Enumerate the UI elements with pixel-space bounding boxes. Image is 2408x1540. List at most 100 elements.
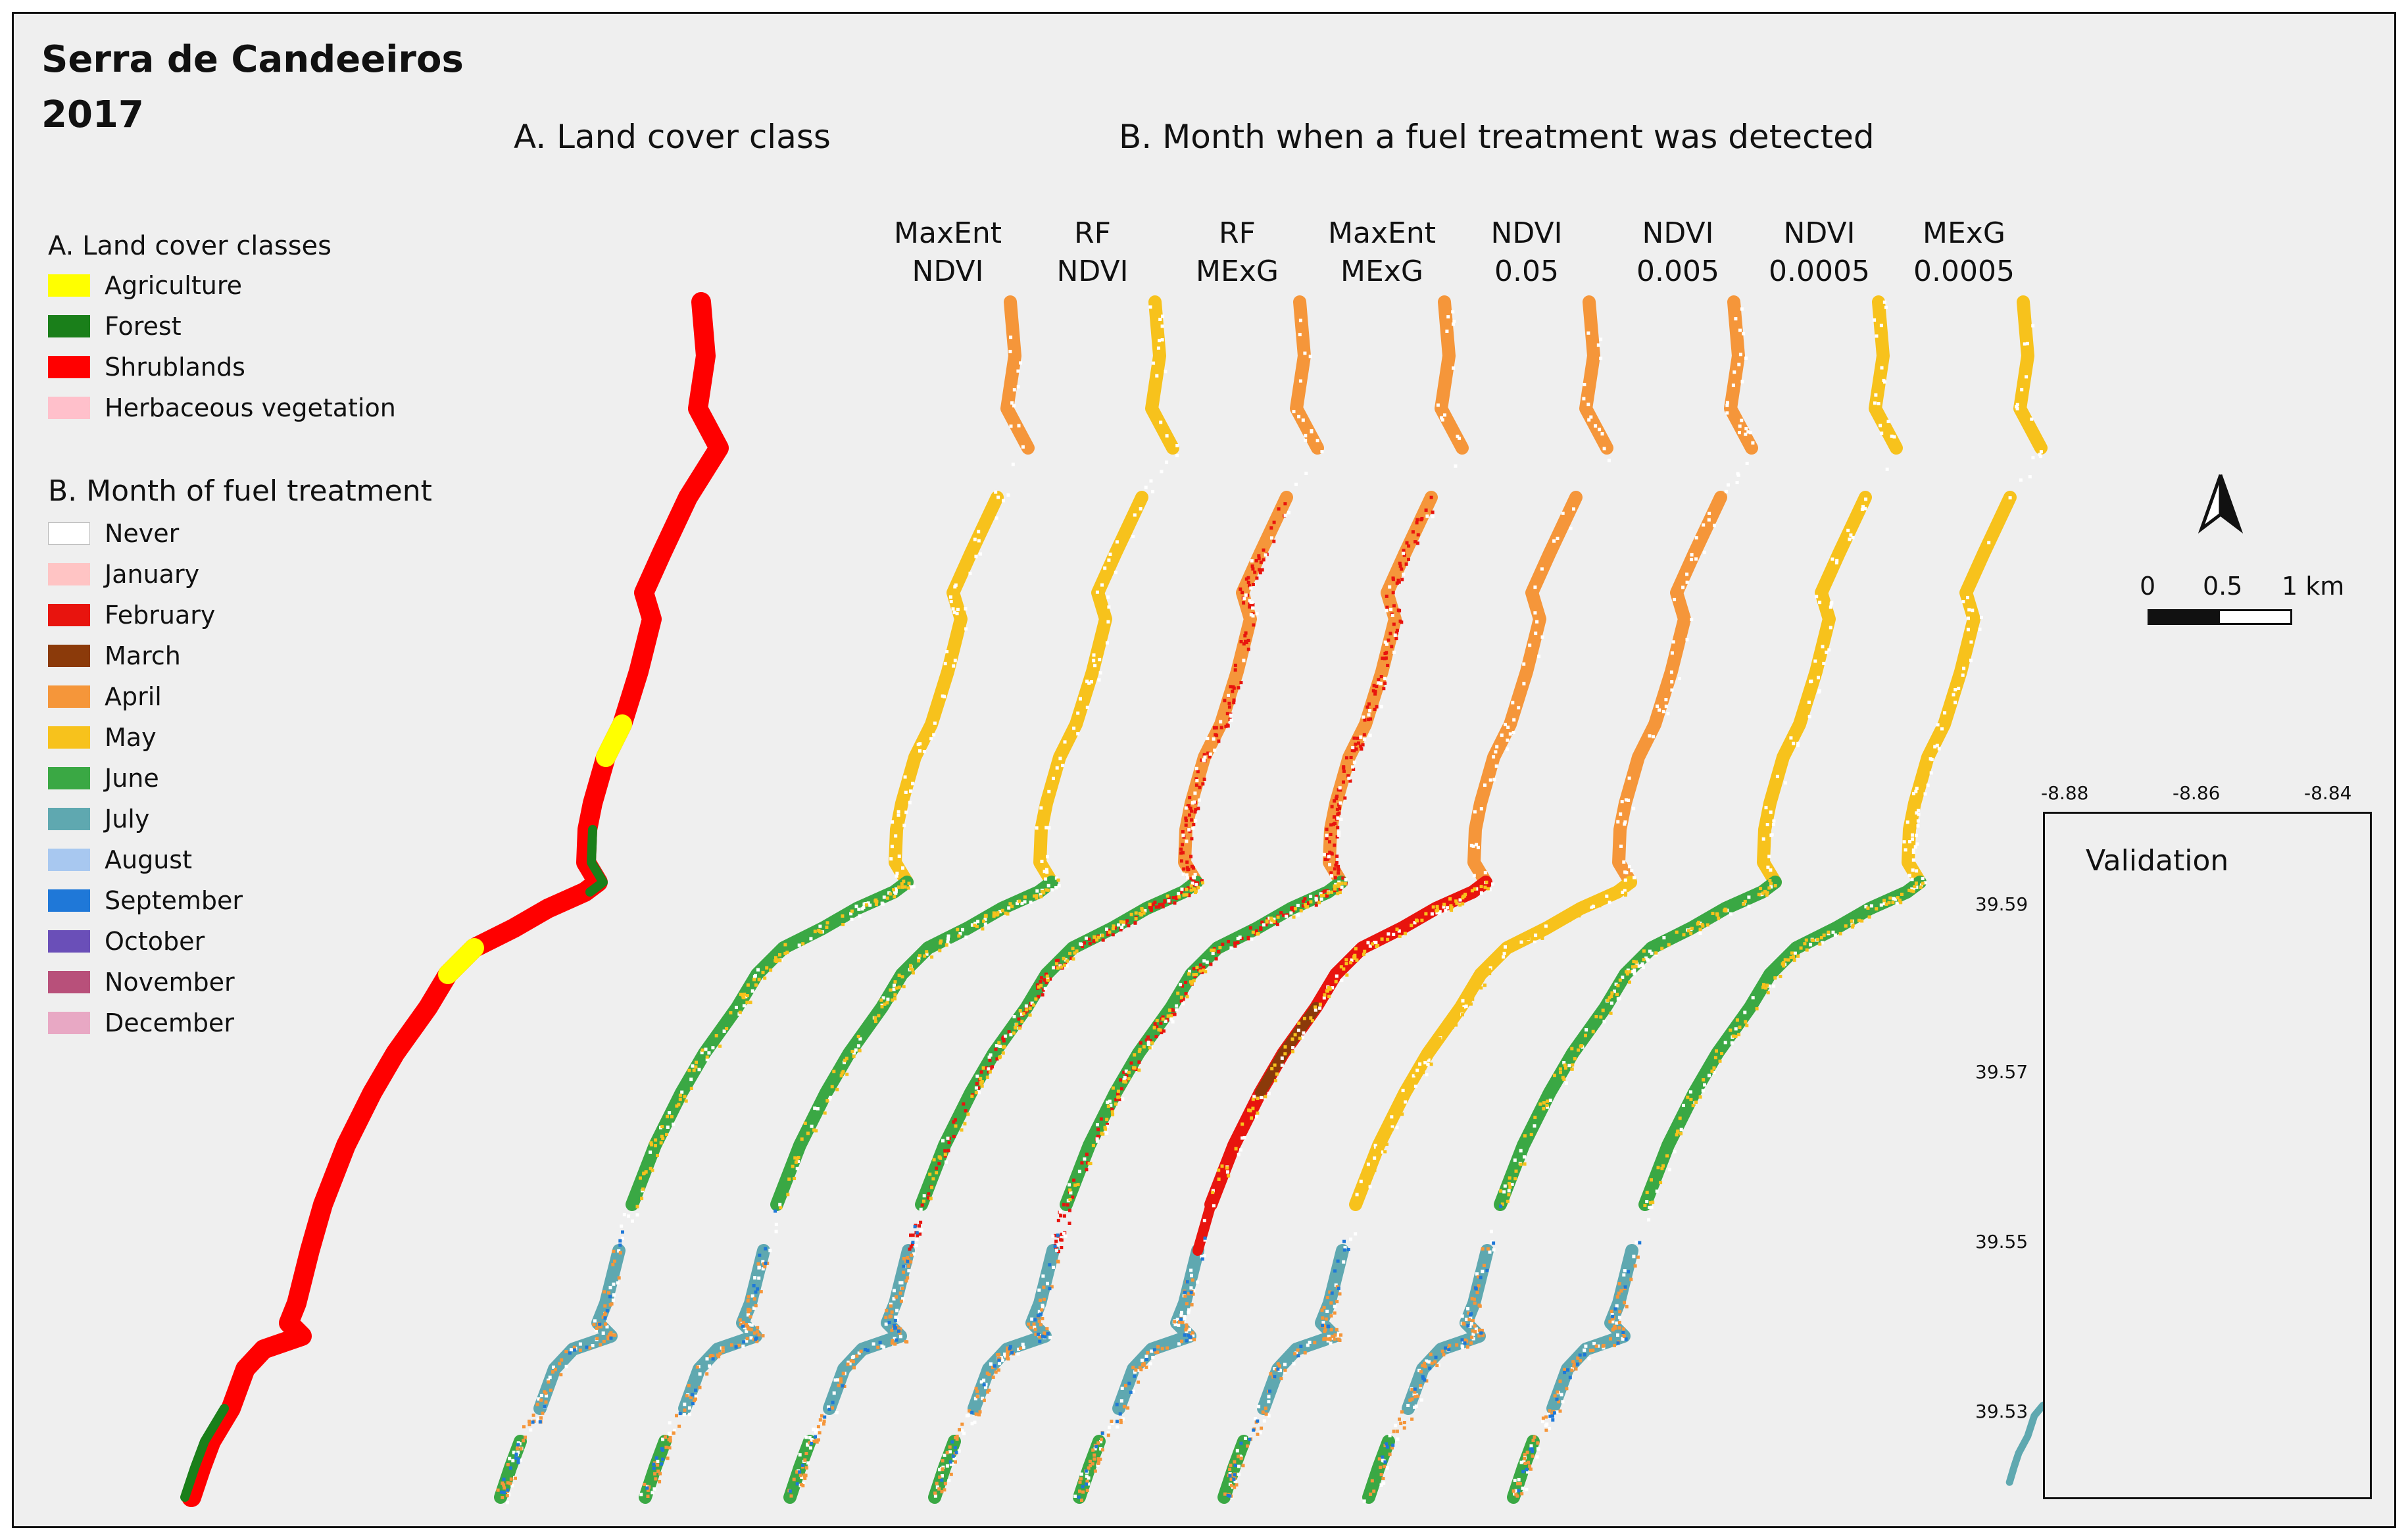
pixel-mark [572,1345,576,1349]
pixel-mark [1615,1321,1619,1325]
legend-land-cover-swatch [48,397,90,419]
pixel-mark [1167,1008,1171,1012]
pixel-mark [1044,868,1048,872]
pixel-mark [1911,833,1914,837]
pixel-mark [1473,810,1477,814]
pixel-mark [1631,970,1634,974]
pixel-mark [622,1212,626,1216]
pixel-mark [1085,1489,1089,1493]
pixel-mark [1521,1470,1525,1474]
pixel-mark [1461,1013,1464,1017]
pixel-mark [813,930,817,933]
pixel-mark [1165,434,1169,438]
pixel-mark [1729,912,1732,916]
pixel-mark [943,1153,947,1156]
pixel-mark [1617,997,1621,1001]
pixel-mark [1442,905,1446,909]
pixel-mark [1734,317,1738,321]
pixel-mark [1669,670,1673,674]
pixel-mark [1627,865,1631,868]
pixel-mark [1202,778,1206,782]
pixel-mark [1402,553,1406,557]
pixel-mark [1043,870,1046,874]
treatment-segment [1349,876,1637,1211]
pixel-mark [711,1354,715,1358]
pixel-mark [1916,819,1920,823]
pixel-mark [1380,1140,1384,1143]
pixel-mark [873,1020,877,1024]
pixel-mark [735,1005,738,1009]
pixel-mark [1485,1268,1489,1272]
pixel-mark [1346,1248,1350,1251]
pixel-mark [1715,913,1719,917]
pixel-mark [822,1422,825,1426]
pixel-mark [1237,1464,1241,1468]
pixel-mark [1129,1390,1133,1394]
pixel-mark [1499,1189,1502,1193]
pixel-mark [510,1484,514,1488]
pixel-mark [827,1407,831,1411]
pixel-mark [880,1005,884,1008]
pixel-mark [1235,1483,1239,1487]
pixel-mark [1911,868,1915,872]
pixel-mark [1619,1289,1623,1293]
pixel-mark [1280,1056,1284,1060]
pixel-mark [1500,1202,1504,1206]
pixel-mark [945,943,948,947]
pixel-mark [1767,855,1771,858]
pixel-mark [795,1470,799,1474]
pixel-mark [895,986,898,990]
pixel-mark [1056,958,1060,962]
pixel-mark [1200,758,1204,762]
pixel-mark [937,1487,941,1491]
pixel-mark [1333,867,1337,871]
pixel-mark [1615,993,1619,997]
pixel-mark [1681,585,1685,589]
pixel-mark [1550,1412,1554,1416]
pixel-mark [1325,1296,1329,1299]
pixel-mark [1228,1474,1232,1478]
pixel-mark [803,1458,807,1462]
pixel-mark [739,993,743,996]
pixel-mark [1419,1370,1423,1374]
pixel-mark [1252,623,1256,627]
pixel-mark [1264,1095,1267,1099]
pixel-mark [539,1393,543,1397]
pixel-mark [1078,1489,1081,1493]
pixel-mark [1381,1458,1385,1462]
pixel-mark [1304,434,1308,437]
land-cover-map [182,292,729,1507]
pixel-mark [1039,1323,1043,1327]
pixel-mark [1833,933,1837,937]
pixel-mark [960,1128,964,1132]
pixel-mark [918,954,921,958]
pixel-mark [1201,881,1204,885]
legend-month-label: June [105,764,159,793]
pixel-mark [598,1322,602,1326]
pixel-mark [1584,1344,1588,1348]
pixel-mark [1107,605,1111,609]
pixel-mark [1405,541,1409,545]
pixel-mark [508,1481,512,1485]
pixel-mark [1429,1047,1433,1051]
pixel-mark [1579,1044,1583,1048]
pixel-mark [1161,1017,1165,1021]
pixel-mark [1293,1352,1297,1356]
pixel-mark [1408,1398,1412,1402]
pixel-mark [1063,740,1067,744]
pixel-mark [1261,1410,1265,1414]
pixel-mark [1189,884,1193,888]
pixel-mark [564,1364,568,1368]
pixel-mark [1154,905,1158,909]
pixel-mark [1108,1426,1112,1429]
pixel-mark [893,1342,897,1346]
pixel-mark [916,1233,920,1237]
pixel-mark [1111,933,1115,937]
pixel-mark [1043,1335,1047,1339]
pixel-mark [1412,1393,1416,1397]
pixel-mark [1915,786,1919,790]
pixel-mark [1272,520,1276,524]
pixel-mark [1769,810,1773,814]
pixel-mark [891,820,895,824]
pixel-mark [1326,853,1329,857]
